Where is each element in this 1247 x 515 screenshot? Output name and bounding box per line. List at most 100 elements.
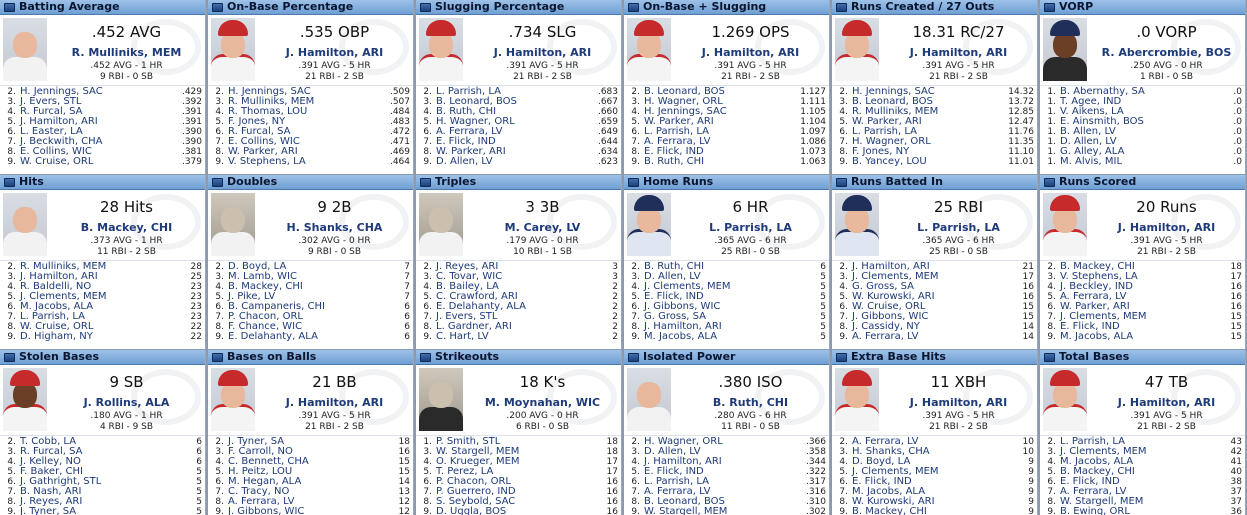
- leader-card[interactable]: 18 K's M. Moynahan, WIC .200 AVG - 0 HR …: [416, 365, 621, 436]
- player-link[interactable]: F. Chance, WIC: [228, 321, 303, 332]
- list-item[interactable]: 8. L. Gardner, ARI 2: [416, 322, 621, 333]
- leader-name[interactable]: H. Shanks, CHA: [286, 221, 383, 234]
- player-link[interactable]: L. Parrish, LA: [644, 476, 710, 487]
- player-link[interactable]: H. Jennings, SAC: [852, 86, 935, 97]
- list-item[interactable]: 5. W. Parker, ARI 1.104: [624, 117, 829, 128]
- player-link[interactable]: V. Stephens, LA: [1060, 271, 1138, 282]
- list-item[interactable]: 8. F. Jones, NY 11.10: [832, 147, 1037, 158]
- player-link[interactable]: J. Pike, LV: [228, 291, 276, 302]
- list-item[interactable]: 8. E. Collins, WIC .381: [0, 147, 205, 158]
- list-item[interactable]: 9. D. Uggla, BOS 16: [416, 507, 621, 515]
- list-item[interactable]: 8. J. Hamilton, ARI 5: [624, 322, 829, 333]
- list-item[interactable]: 8. J. Reyes, ARI 5: [0, 497, 205, 508]
- list-item[interactable]: 5. B. Mackey, CHI 40: [1040, 466, 1245, 478]
- player-photo[interactable]: [211, 368, 255, 431]
- player-link[interactable]: J. Gibbons, WIC: [852, 311, 929, 322]
- player-link[interactable]: D. Allen, LV: [644, 271, 701, 282]
- list-item[interactable]: 3. H. Wagner, ORL 1.111: [624, 96, 829, 108]
- list-item[interactable]: 8. W. Kurowski, ARI 9: [832, 497, 1037, 508]
- list-item[interactable]: 4. G. Gross, SA 16: [832, 282, 1037, 293]
- leader-card[interactable]: .535 OBP J. Hamilton, ARI .391 AVG - 5 H…: [208, 15, 413, 86]
- list-item[interactable]: 4. C. Bennett, CHA 15: [208, 457, 413, 468]
- player-link[interactable]: S. Seybold, SAC: [436, 496, 516, 507]
- list-item[interactable]: 7. P. Guerrero, IND 16: [416, 487, 621, 498]
- player-link[interactable]: E. Ainsmith, BOS: [1060, 116, 1144, 127]
- panel-header[interactable]: VORP: [1040, 0, 1245, 15]
- player-link[interactable]: A. Ferrara, LV: [228, 496, 295, 507]
- player-link[interactable]: J. Hamilton, ARI: [852, 261, 930, 272]
- panel-header[interactable]: Runs Scored: [1040, 175, 1245, 190]
- player-photo[interactable]: [835, 18, 879, 81]
- player-link[interactable]: A. Ferrara, LV: [644, 486, 711, 497]
- list-item[interactable]: 9. B. Mackey, CHI 9: [832, 507, 1037, 515]
- panel-header[interactable]: On-Base Percentage: [208, 0, 413, 15]
- player-link[interactable]: P. Chacon, ORL: [228, 311, 303, 322]
- list-item[interactable]: 5. A. Ferrara, LV 16: [1040, 291, 1245, 303]
- player-link[interactable]: L. Parrish, LA: [852, 126, 918, 137]
- player-link[interactable]: J. Tyner, SA: [228, 436, 285, 447]
- list-item[interactable]: 9. J. Tyner, SA 5: [0, 507, 205, 515]
- player-link[interactable]: L. Parrish, LA: [1060, 436, 1126, 447]
- leader-name[interactable]: J. Hamilton, ARI: [493, 46, 592, 59]
- player-link[interactable]: C. Crawford, ARI: [436, 291, 518, 302]
- list-item[interactable]: 3. D. Allen, LV .358: [624, 447, 829, 458]
- list-item[interactable]: 3. M. Lamb, WIC 7: [208, 272, 413, 283]
- list-item[interactable]: 3. D. Allen, LV 5: [624, 271, 829, 283]
- player-link[interactable]: B. Mackey, CHI: [1060, 466, 1135, 477]
- leader-name[interactable]: J. Hamilton, ARI: [1117, 221, 1216, 234]
- player-link[interactable]: H. Wagner, ORL: [644, 96, 723, 107]
- list-item[interactable]: 6. W. Parker, ARI 16: [1040, 302, 1245, 313]
- player-link[interactable]: J. Clements, MEM: [852, 466, 939, 477]
- player-link[interactable]: M. Jacobs, ALA: [644, 331, 718, 342]
- list-item[interactable]: 3. J. Clements, MEM 42: [1040, 447, 1245, 458]
- panel-header[interactable]: Stolen Bases: [0, 350, 205, 365]
- leader-card[interactable]: 25 RBI L. Parrish, LA .365 AVG - 6 HR 25…: [832, 190, 1037, 261]
- player-link[interactable]: P. Smith, STL: [436, 436, 501, 447]
- player-link[interactable]: A. Ferrara, LV: [1060, 291, 1127, 302]
- list-item[interactable]: 5. E. Flick, IND 5: [624, 292, 829, 303]
- list-item[interactable]: 3. R. Furcal, SA 6: [0, 447, 205, 458]
- leader-card[interactable]: .380 ISO B. Ruth, CHI .280 AVG - 6 HR 11…: [624, 365, 829, 436]
- player-link[interactable]: J. Clements, MEM: [644, 281, 731, 292]
- player-link[interactable]: R. Mulliniks, MEM: [852, 106, 939, 117]
- list-item[interactable]: 1. G. Alley, ALA .0: [1040, 147, 1245, 158]
- list-item[interactable]: 1. T. Agee, IND .0: [1040, 97, 1245, 108]
- list-item[interactable]: 2. J. Tyner, SA 18: [208, 436, 413, 448]
- panel-header[interactable]: Runs Batted In: [832, 175, 1037, 190]
- player-link[interactable]: E. Flick, IND: [1060, 321, 1120, 332]
- player-link[interactable]: J. Evers, STL: [436, 311, 498, 322]
- list-item[interactable]: 4. J. Kelley, NO 6: [0, 456, 205, 468]
- player-link[interactable]: B. Leonard, BOS: [644, 496, 725, 507]
- list-item[interactable]: 9. E. Delahanty, ALA 6: [208, 332, 413, 343]
- panel-header[interactable]: Triples: [416, 175, 621, 190]
- list-item[interactable]: 7. G. Gross, SA 5: [624, 312, 829, 323]
- list-item[interactable]: 3. W. Stargell, MEM 18: [416, 447, 621, 458]
- panel-header[interactable]: On-Base + Slugging: [624, 0, 829, 15]
- list-item[interactable]: 8. A. Ferrara, LV 12: [208, 496, 413, 508]
- player-link[interactable]: J. Kelley, NO: [20, 456, 81, 467]
- player-link[interactable]: W. Cruise, ORL: [20, 156, 94, 167]
- list-item[interactable]: 9. M. Jacobs, ALA 15: [1040, 332, 1245, 343]
- list-item[interactable]: 1. P. Smith, STL 18: [416, 436, 621, 448]
- player-photo[interactable]: [1043, 368, 1087, 431]
- player-link[interactable]: A. Ferrara, LV: [436, 126, 503, 137]
- list-item[interactable]: 4. B. Bailey, LA 2: [416, 282, 621, 293]
- player-photo[interactable]: [835, 193, 879, 256]
- player-link[interactable]: J. Gibbons, WIC: [228, 506, 305, 515]
- player-link[interactable]: M. Hegan, ALA: [228, 476, 302, 487]
- player-link[interactable]: D. Uggla, BOS: [436, 506, 507, 515]
- player-link[interactable]: B. Mackey, CHI: [228, 281, 303, 292]
- list-item[interactable]: 4. H. Jennings, SAC 1.105: [624, 107, 829, 118]
- player-link[interactable]: A. Ferrara, LV: [1060, 486, 1127, 497]
- player-link[interactable]: H. Wagner, ORL: [852, 136, 931, 147]
- list-item[interactable]: 4. J. Beckley, IND 16: [1040, 282, 1245, 293]
- player-link[interactable]: D. Higham, NY: [20, 331, 93, 342]
- leader-name[interactable]: M. Carey, LV: [504, 221, 581, 234]
- player-link[interactable]: T. Cobb, LA: [20, 436, 77, 447]
- list-item[interactable]: 8. S. Seybold, SAC 16: [416, 496, 621, 508]
- list-item[interactable]: 2. D. Boyd, LA 7: [208, 262, 413, 273]
- list-item[interactable]: 7. J. Evers, STL 2: [416, 311, 621, 323]
- list-item[interactable]: 7. A. Ferrara, LV .316: [624, 486, 829, 498]
- player-link[interactable]: B. Nash, ARI: [20, 486, 82, 497]
- player-link[interactable]: H. Jennings, SAC: [20, 86, 103, 97]
